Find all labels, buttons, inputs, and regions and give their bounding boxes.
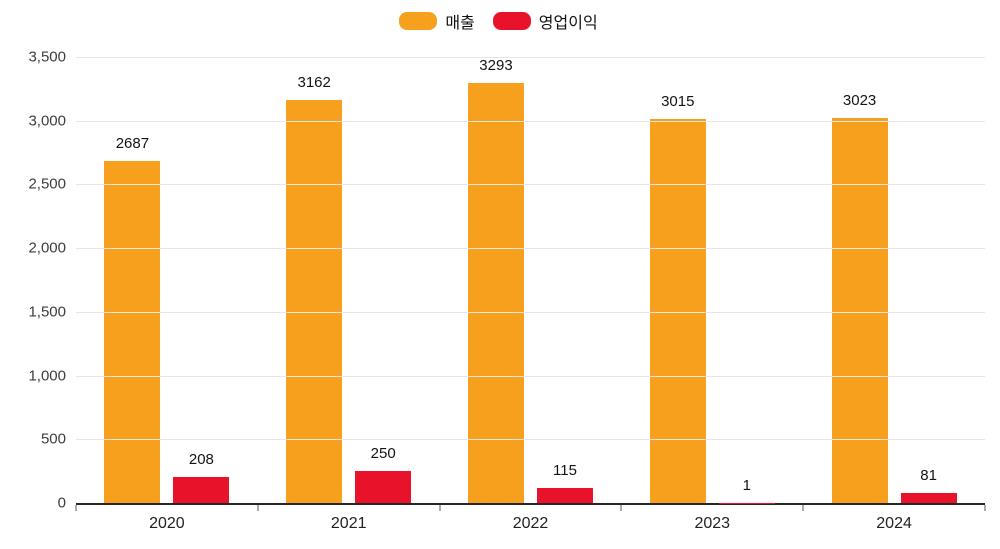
bar-revenue-2024[interactable]: 3023 [831, 92, 888, 503]
bar-profit-2020[interactable]: 208 [173, 451, 230, 503]
bar-value-label: 115 [553, 462, 577, 480]
y-tick-label: 1,000 [28, 367, 66, 385]
bar-value-label: 3162 [297, 74, 331, 92]
x-axis-label-2020: 2020 [149, 515, 185, 532]
bar-value-label: 2687 [115, 134, 150, 152]
chart-legend: 매출 영업이익 [12, 8, 985, 34]
legend-swatch [492, 12, 531, 30]
legend-item-revenue[interactable]: 매출 [399, 9, 475, 33]
bar-value-label: 3015 [661, 92, 695, 110]
y-tick-label: 3,500 [28, 48, 66, 66]
bar-group-2021: 3162 250 [258, 57, 440, 503]
y-tick-label: 500 [40, 430, 66, 448]
x-axis-label-2023: 2023 [694, 515, 731, 532]
gridline [76, 311, 985, 313]
bar-revenue-2022[interactable]: 3293 [467, 57, 524, 503]
bar-group-2020: 2687 208 [76, 57, 258, 503]
x-axis-tick [257, 505, 259, 511]
y-tick-label: 3,000 [28, 112, 66, 130]
gridline [76, 184, 985, 186]
y-axis: 3,500 3,000 2,500 2,000 1,500 1,000 500 0 [12, 49, 76, 512]
bar-profit-2024[interactable]: 81 [900, 467, 957, 503]
bar-value-label: 3293 [479, 57, 513, 75]
bar-group-2024: 3023 81 [803, 57, 985, 503]
legend-swatch [399, 12, 438, 30]
bar-group-2022: 3293 115 [440, 57, 622, 503]
gridline [76, 375, 985, 377]
x-axis-label-2024: 2024 [876, 515, 912, 532]
bar-revenue-2023[interactable]: 3015 [649, 93, 706, 503]
bar-group-2023: 3015 1 [621, 57, 803, 503]
chart-body: 3,500 3,000 2,500 2,000 1,500 1,000 500 0 2687 2… [12, 49, 986, 533]
x-axis-label-2021: 2021 [330, 515, 367, 532]
bar-profit-2022[interactable]: 115 [536, 462, 593, 503]
gridline [76, 57, 985, 58]
gridline [76, 439, 985, 441]
bar-groups: 2687 208 3162 250 3293 115 3015 1 3023 81 [76, 57, 985, 503]
plot-area: 2687 208 3162 250 3293 115 3015 1 3023 81 [75, 57, 986, 511]
bar-profit-2023[interactable]: 1 [718, 477, 775, 503]
bar-revenue-2020[interactable]: 2687 [104, 135, 161, 503]
x-axis-tick [802, 505, 804, 511]
bar-revenue-2021[interactable]: 3162 [286, 74, 343, 503]
plot-wrap: 2687 208 3162 250 3293 115 3015 1 3023 81 2020 202… [75, 57, 986, 533]
x-axis-tick [984, 505, 986, 511]
x-axis-tick [439, 505, 441, 511]
gridline [76, 120, 985, 122]
x-axis-tick [620, 505, 622, 511]
y-tick-label: 1,500 [28, 303, 66, 321]
x-axis: 2020 2021 2022 2023 2024 [76, 515, 985, 533]
bar-value-label: 208 [188, 450, 214, 468]
x-axis-label-2022: 2022 [512, 515, 549, 532]
y-tick-label: 2,500 [28, 175, 66, 193]
legend-label: 매출 [445, 15, 475, 32]
x-axis-tick [75, 505, 77, 511]
bar-value-label: 3023 [842, 91, 877, 109]
bar-value-label: 1 [742, 476, 751, 494]
bar-profit-2021[interactable]: 250 [355, 445, 412, 503]
y-tick-label: 0 [57, 494, 66, 512]
gridline [76, 248, 985, 250]
legend-item-profit[interactable]: 영업이익 [492, 9, 598, 33]
legend-label: 영업이익 [538, 15, 598, 32]
bar-value-label: 81 [920, 466, 937, 484]
bar-value-label: 250 [370, 445, 396, 463]
y-tick-label: 2,000 [28, 239, 66, 257]
